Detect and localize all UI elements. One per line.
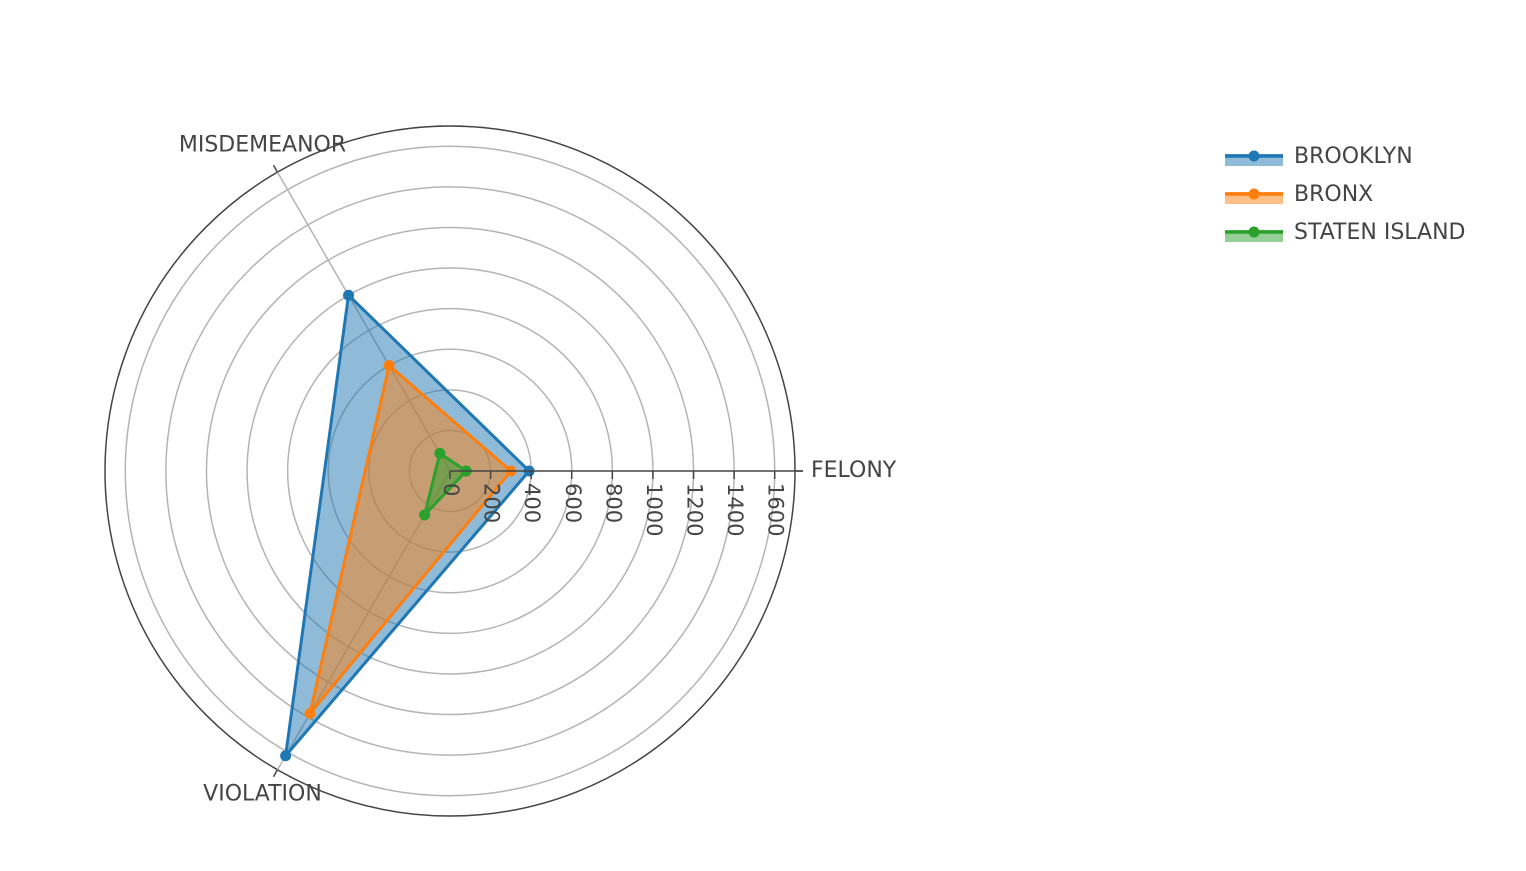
radial-tick-label: 600 bbox=[561, 483, 585, 523]
legend-item-staten-island[interactable]: STATEN ISLAND bbox=[1225, 220, 1466, 245]
data-point[interactable] bbox=[419, 509, 431, 521]
legend-label: BRONX bbox=[1294, 182, 1373, 207]
legend-marker bbox=[1248, 150, 1260, 162]
legend-marker bbox=[1248, 226, 1260, 238]
legend-label: STATEN ISLAND bbox=[1294, 220, 1466, 245]
radial-tick-label: 1000 bbox=[642, 483, 666, 536]
data-point[interactable] bbox=[434, 447, 446, 459]
axis-layer: 0 200 400 600 800 1000 1200 1400 1600 FELONY MISDE… bbox=[179, 132, 897, 806]
legend-label: BROOKLYN bbox=[1294, 144, 1413, 169]
angular-tick bbox=[272, 164, 279, 173]
radial-tick-label: 200 bbox=[480, 483, 504, 523]
radial-tick-label: 800 bbox=[601, 483, 625, 523]
angular-tick bbox=[272, 769, 279, 778]
radial-tick-label: 1200 bbox=[683, 483, 707, 536]
series-fill bbox=[309, 365, 511, 714]
data-point[interactable] bbox=[304, 708, 316, 720]
radial-tick-label: 1600 bbox=[764, 483, 788, 536]
data-point[interactable] bbox=[383, 360, 395, 372]
radial-tick-label: 1400 bbox=[723, 483, 747, 536]
category-label-violation: VIOLATION bbox=[203, 782, 322, 807]
data-point[interactable] bbox=[280, 750, 292, 762]
series-line bbox=[284, 293, 531, 758]
series-layer bbox=[280, 289, 535, 762]
series-line bbox=[423, 451, 468, 517]
radial-tick-label: 0 bbox=[439, 483, 463, 496]
legend-item-brooklyn[interactable]: BROOKLYN bbox=[1225, 144, 1413, 169]
radial-tick-label: 400 bbox=[520, 483, 544, 523]
series-line bbox=[308, 364, 513, 716]
category-label-felony: FELONY bbox=[811, 458, 897, 483]
legend[interactable]: BROOKLYN BRONX STATEN ISLAND bbox=[1225, 144, 1466, 245]
series-fill bbox=[424, 453, 467, 515]
legend-marker bbox=[1248, 188, 1260, 200]
data-point[interactable] bbox=[343, 289, 355, 301]
legend-item-bronx[interactable]: BRONX bbox=[1225, 182, 1373, 207]
category-label-misdemeanor: MISDEMEANOR bbox=[179, 132, 346, 157]
